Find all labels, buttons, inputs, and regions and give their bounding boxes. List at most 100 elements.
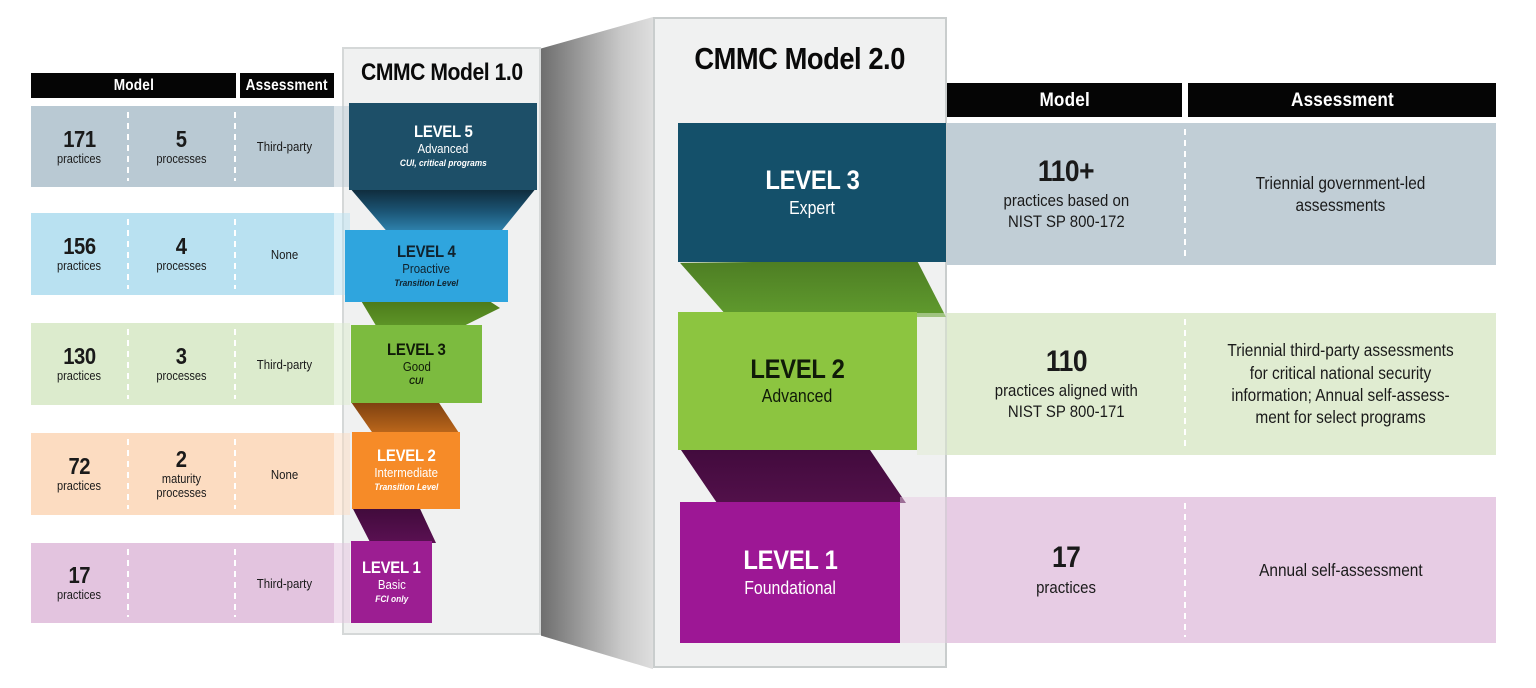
left-row3-count-cell: 130 practices bbox=[31, 323, 128, 405]
processes-label: processes bbox=[156, 151, 207, 166]
left-row3-assessment-cell: Third-party bbox=[234, 323, 334, 405]
left-row3-processes-cell: 3 processes bbox=[127, 323, 235, 405]
right-row3-model-cell: 17 practices bbox=[947, 497, 1185, 643]
practices-description: practices based on NIST SP 800-172 bbox=[1003, 191, 1129, 232]
dashed-divider bbox=[234, 112, 236, 181]
assessment-value: Triennial government-led assessments bbox=[1255, 172, 1426, 215]
dashed-divider bbox=[234, 549, 236, 617]
left-table-row-5: 17 practices Third-party bbox=[31, 543, 334, 623]
assessment-value: Third-party bbox=[256, 356, 313, 372]
left-table-header-assessment: Assessment bbox=[240, 73, 334, 98]
left-row4-assessment-cell: None bbox=[234, 433, 334, 515]
processes-count: 2 bbox=[176, 446, 187, 473]
model2-level-1-block: LEVEL 1 Foundational bbox=[680, 502, 900, 643]
right-row1-assessment-cell: Triennial government-led assessments bbox=[1184, 123, 1496, 265]
left-row2-assessment-cell: None bbox=[234, 213, 334, 295]
row-overlap-strip bbox=[334, 323, 350, 405]
cmmc-model-1-title-text: CMMC Model 1.0 bbox=[360, 59, 523, 86]
dashed-divider bbox=[127, 112, 129, 181]
level-note: CUI, critical programs bbox=[399, 158, 487, 170]
level-name: LEVEL 2 bbox=[750, 353, 845, 384]
row-overlap-strip bbox=[334, 106, 350, 187]
model1-level-3-block: LEVEL 3 Good CUI bbox=[351, 325, 482, 403]
level-note: FCI only bbox=[374, 593, 408, 605]
row-overlap-strip bbox=[917, 313, 947, 455]
right-table-row-3: 17 practices Annual self-assessment bbox=[947, 497, 1496, 643]
left-table-row-2: 156 practices 4 processes None bbox=[31, 213, 334, 295]
left-table-row-1: 171 practices 5 processes Third-party bbox=[31, 106, 334, 187]
assessment-value: None bbox=[270, 466, 299, 482]
practices-label: practices bbox=[57, 151, 102, 166]
left-row1-count-cell: 171 practices bbox=[31, 106, 128, 187]
level-note: CUI bbox=[409, 375, 424, 387]
right-table-row-1: 110+ practices based on NIST SP 800-172 … bbox=[947, 123, 1496, 265]
left-row4-processes-cell: 2 maturity processes bbox=[127, 433, 235, 515]
assessment-value: Triennial third-party assessments for cr… bbox=[1227, 340, 1454, 428]
assessment-value: Third-party bbox=[256, 575, 313, 591]
ribbon-fold-l2-l1-v2 bbox=[681, 450, 906, 503]
cmmc-model-1-title: CMMC Model 1.0 bbox=[342, 56, 541, 90]
right-header-model-label: Model bbox=[1039, 88, 1090, 111]
level-name: LEVEL 1 bbox=[742, 545, 838, 576]
practices-count: 110 bbox=[1045, 344, 1087, 378]
dashed-divider bbox=[1184, 129, 1186, 259]
dashed-divider bbox=[1184, 319, 1186, 449]
level-subtitle: Advanced bbox=[417, 141, 469, 157]
cmmc-model-2-title: CMMC Model 2.0 bbox=[653, 38, 947, 80]
left-header-model-label: Model bbox=[113, 76, 154, 94]
level-name: LEVEL 1 bbox=[362, 557, 421, 577]
level-subtitle: Foundational bbox=[744, 577, 836, 598]
processes-count: 5 bbox=[176, 125, 187, 152]
row-overlap-strip bbox=[334, 543, 350, 623]
practices-label: practices bbox=[57, 259, 102, 274]
level-subtitle: Intermediate bbox=[374, 465, 438, 481]
left-row5-processes-cell bbox=[127, 543, 235, 623]
assessment-value: Annual self-assessment bbox=[1258, 559, 1423, 580]
right-row3-assessment-cell: Annual self-assessment bbox=[1184, 497, 1496, 643]
ribbon-fold-l3-l2-v2 bbox=[680, 260, 946, 317]
practices-count: 130 bbox=[63, 343, 96, 370]
level-subtitle: Proactive bbox=[402, 260, 451, 276]
left-table-row-4: 72 practices 2 maturity processes None bbox=[31, 433, 334, 515]
practices-label: practices bbox=[57, 588, 102, 603]
row-overlap-strip bbox=[334, 433, 350, 515]
level-note: Transition Level bbox=[394, 277, 459, 289]
processes-count: 3 bbox=[176, 343, 187, 370]
left-table-header-model: Model bbox=[31, 73, 236, 98]
level-name: LEVEL 4 bbox=[397, 241, 456, 261]
dashed-divider bbox=[127, 329, 129, 399]
left-row4-count-cell: 72 practices bbox=[31, 433, 128, 515]
level-subtitle: Basic bbox=[377, 576, 406, 592]
practices-label: practices bbox=[57, 479, 102, 494]
model2-level-2-block: LEVEL 2 Advanced bbox=[678, 312, 917, 450]
practices-count: 156 bbox=[63, 233, 96, 260]
level-subtitle: Expert bbox=[789, 197, 835, 218]
practices-count: 17 bbox=[1051, 541, 1081, 575]
right-row1-model-cell: 110+ practices based on NIST SP 800-172 bbox=[947, 123, 1185, 265]
dashed-divider bbox=[127, 549, 129, 617]
level-note: Transition Level bbox=[374, 482, 438, 494]
dashed-divider bbox=[234, 219, 236, 289]
level-name: LEVEL 2 bbox=[376, 446, 436, 466]
right-table-row-2: 110 practices aligned with NIST SP 800-1… bbox=[947, 313, 1496, 455]
processes-count: 4 bbox=[176, 233, 187, 260]
model1-level-1-block: LEVEL 1 Basic FCI only bbox=[351, 541, 432, 623]
right-table-header-model: Model bbox=[947, 83, 1182, 117]
dashed-divider bbox=[127, 219, 129, 289]
right-header-assessment-label: Assessment bbox=[1290, 88, 1394, 111]
practices-count: 171 bbox=[63, 125, 96, 152]
model1-level-5-block: LEVEL 5 Advanced CUI, critical programs bbox=[349, 103, 537, 190]
processes-label: processes bbox=[156, 259, 207, 274]
level-name: LEVEL 3 bbox=[387, 339, 446, 359]
left-header-assessment-label: Assessment bbox=[245, 76, 329, 94]
left-table-row-3: 130 practices 3 processes Third-party bbox=[31, 323, 334, 405]
ribbon-fold-l5-l4 bbox=[349, 187, 537, 231]
processes-label: maturity processes bbox=[156, 472, 207, 501]
practices-count: 17 bbox=[68, 562, 91, 589]
model2-level-3-block: LEVEL 3 Expert bbox=[678, 123, 946, 262]
left-row2-processes-cell: 4 processes bbox=[127, 213, 235, 295]
level-subtitle: Advanced bbox=[762, 386, 833, 407]
practices-count: 72 bbox=[68, 453, 91, 480]
assessment-value: Third-party bbox=[256, 139, 313, 154]
level-subtitle: Good bbox=[402, 358, 431, 374]
